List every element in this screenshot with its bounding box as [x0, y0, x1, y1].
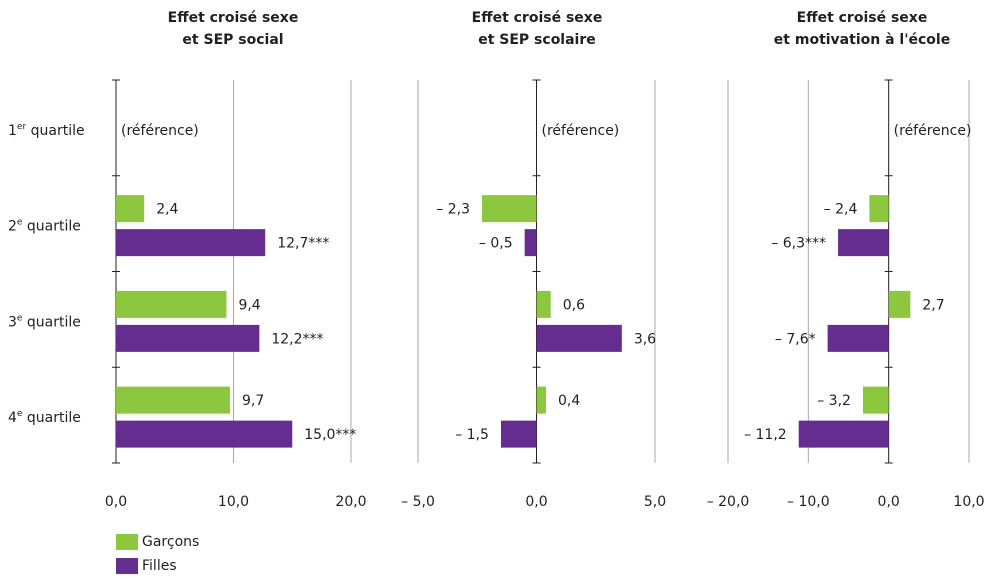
panel-1-tick-label-3: 20,0 [335, 494, 366, 510]
panel-2-bar-garcons-4 [536, 386, 546, 414]
panel-3-value-label-garcons-2: – 2,4 [824, 202, 858, 218]
legend-swatch-filles [116, 558, 138, 574]
legend-item-filles: Filles [116, 554, 199, 578]
panel-2-value-label-filles-2: – 0,5 [479, 236, 513, 252]
panel-2-bar-filles-4 [500, 420, 537, 448]
panel-1-value-label-filles-2: 12,7*** [277, 236, 329, 252]
panel-2-title-line-2: et SEP scolaire [478, 32, 596, 48]
panel-1-value-label-garcons-4: 9,7 [242, 393, 264, 409]
category-label-2: 2e quartile [8, 218, 81, 235]
panel-3-tick-label-1: – 20,0 [707, 494, 750, 510]
panel-2-title-line-1: Effet croisé sexe [472, 10, 603, 26]
panel-2-value-label-garcons-2: – 2,3 [436, 202, 470, 218]
panel-2-bar-filles-3 [536, 324, 622, 352]
panel-1-reference-label: (référence) [121, 123, 199, 139]
panel-3-bar-filles-2 [838, 229, 889, 257]
panel-1-bar-filles-3 [116, 324, 260, 352]
panel-3-value-label-garcons-3: 2,7 [922, 297, 944, 313]
legend: Garçons Filles [116, 530, 199, 578]
panel-3-reference-label: (référence) [894, 123, 972, 139]
panel-1-bar-garcons-4 [116, 386, 230, 414]
panel-1-value-label-garcons-2: 2,4 [156, 202, 178, 218]
panel-1-bar-filles-4 [116, 420, 293, 448]
panel-3-bar-garcons-3 [888, 290, 911, 318]
panel-2-bar-garcons-3 [536, 290, 551, 318]
panel-3-bar-filles-4 [798, 420, 889, 448]
panel-1-title-line-2: et SEP social [182, 32, 283, 48]
panel-3-tick-label-2: – 10,0 [787, 494, 830, 510]
panel-2-tick-label-2: 0,0 [525, 494, 547, 510]
panel-2-reference-label: (référence) [542, 123, 620, 139]
panel-1-tick-label-2: 10,0 [218, 494, 249, 510]
legend-swatch-garcons [116, 534, 138, 550]
panel-3-value-label-garcons-4: – 3,2 [817, 393, 851, 409]
panel-1-bar-garcons-2 [116, 195, 145, 223]
panel-2-tick-label-3: 5,0 [644, 494, 666, 510]
panel-1-value-label-garcons-3: 9,4 [238, 297, 260, 313]
panel-1-title-line-1: Effet croisé sexe [168, 10, 299, 26]
panel-1-tick-label-1: 0,0 [105, 494, 127, 510]
panel-2-value-label-filles-3: 3,6 [634, 331, 656, 347]
panel-2-value-label-filles-4: – 1,5 [455, 427, 489, 443]
panel-3-value-label-filles-2: – 6,3*** [771, 236, 826, 252]
panel-3-title-line-1: Effet croisé sexe [797, 10, 928, 26]
panel-1-value-label-filles-3: 12,2*** [271, 331, 323, 347]
panel-3-value-label-filles-4: – 11,2 [744, 427, 787, 443]
panel-1-bar-filles-2 [116, 229, 266, 257]
panel-3-tick-label-3: 0,0 [878, 494, 900, 510]
panel-3-bar-garcons-4 [862, 386, 889, 414]
category-label-4: 4e quartile [8, 409, 81, 426]
panel-2-bar-garcons-2 [481, 195, 537, 223]
panel-2-value-label-garcons-3: 0,6 [563, 297, 585, 313]
legend-item-garcons: Garçons [116, 530, 199, 554]
panel-3-value-label-filles-3: – 7,6* [775, 331, 816, 347]
panel-2-tick-label-1: – 5,0 [401, 494, 435, 510]
legend-label-filles: Filles [142, 558, 177, 574]
panel-1-bar-garcons-3 [116, 290, 227, 318]
category-label-3: 3e quartile [8, 313, 81, 330]
panel-2-value-label-garcons-4: 0,4 [558, 393, 580, 409]
panel-1-value-label-filles-4: 15,0*** [304, 427, 356, 443]
panel-3-title-line-2: et motivation à l'école [774, 32, 950, 48]
panel-3-bar-garcons-2 [869, 195, 889, 223]
category-label-1: 1er quartile [8, 122, 85, 139]
panel-3-tick-label-4: 10,0 [953, 494, 984, 510]
panel-2-bar-filles-2 [524, 229, 537, 257]
legend-label-garcons: Garçons [142, 534, 200, 550]
panel-3-bar-filles-3 [827, 324, 889, 352]
